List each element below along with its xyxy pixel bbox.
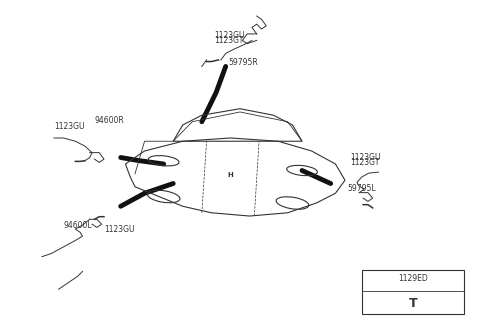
Text: 1123GU: 1123GU	[54, 122, 84, 132]
Text: 1123GU: 1123GU	[214, 31, 244, 40]
Text: 1123GU: 1123GU	[104, 225, 134, 234]
Text: 94600L: 94600L	[63, 221, 92, 230]
Text: 59795L: 59795L	[348, 184, 376, 194]
Text: 59795R: 59795R	[228, 58, 258, 67]
Text: 94600R: 94600R	[95, 116, 124, 125]
Text: H: H	[228, 173, 233, 178]
FancyBboxPatch shape	[362, 270, 464, 314]
Text: 1123GU: 1123GU	[350, 154, 380, 162]
Text: 1129ED: 1129ED	[398, 274, 428, 283]
Text: 1123GT: 1123GT	[214, 36, 243, 45]
Text: T: T	[408, 297, 417, 310]
Text: 1123GT: 1123GT	[350, 158, 379, 167]
